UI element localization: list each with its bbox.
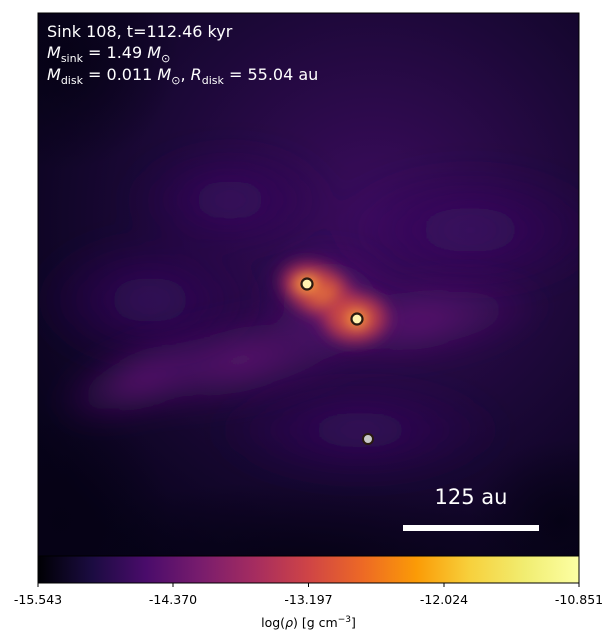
annotation-line-1: Sink 108, t=112.46 kyr (47, 22, 233, 41)
sink-marker (300, 277, 314, 291)
colorbar-tick-label: -15.543 (14, 592, 62, 607)
scale-bar-label: 125 au (435, 485, 508, 509)
sink-markers (300, 277, 374, 445)
scale-bar-line (403, 525, 539, 531)
annotation-line-2: Msink = 1.49 M⊙ (47, 43, 170, 65)
colorbar-tick-labels: -15.543 -14.370 -13.197 -12.024 -10.851 (14, 592, 603, 607)
sink-marker (362, 433, 374, 445)
annotation: Sink 108, t=112.46 kyr Msink = 1.49 M⊙ M… (47, 22, 318, 87)
colorbar-tick-label: -13.197 (284, 592, 332, 607)
colorbar-ticks (37, 583, 580, 587)
scale-bar: 125 au (403, 485, 539, 531)
colorbar-tick-label: -12.024 (420, 592, 468, 607)
colorbar-tick-label: -10.851 (555, 592, 603, 607)
annotation-line-3: Mdisk = 0.011 M⊙, Rdisk = 55.04 au (47, 65, 318, 87)
colorbar-gradient (37, 555, 580, 584)
sink-marker (350, 312, 364, 326)
colorbar-tick-label: -14.370 (149, 592, 197, 607)
colorbar: -15.543 -14.370 -13.197 -12.024 -10.851 … (14, 555, 603, 630)
colorbar-label: log(ρ) [g cm−3] (261, 615, 356, 630)
